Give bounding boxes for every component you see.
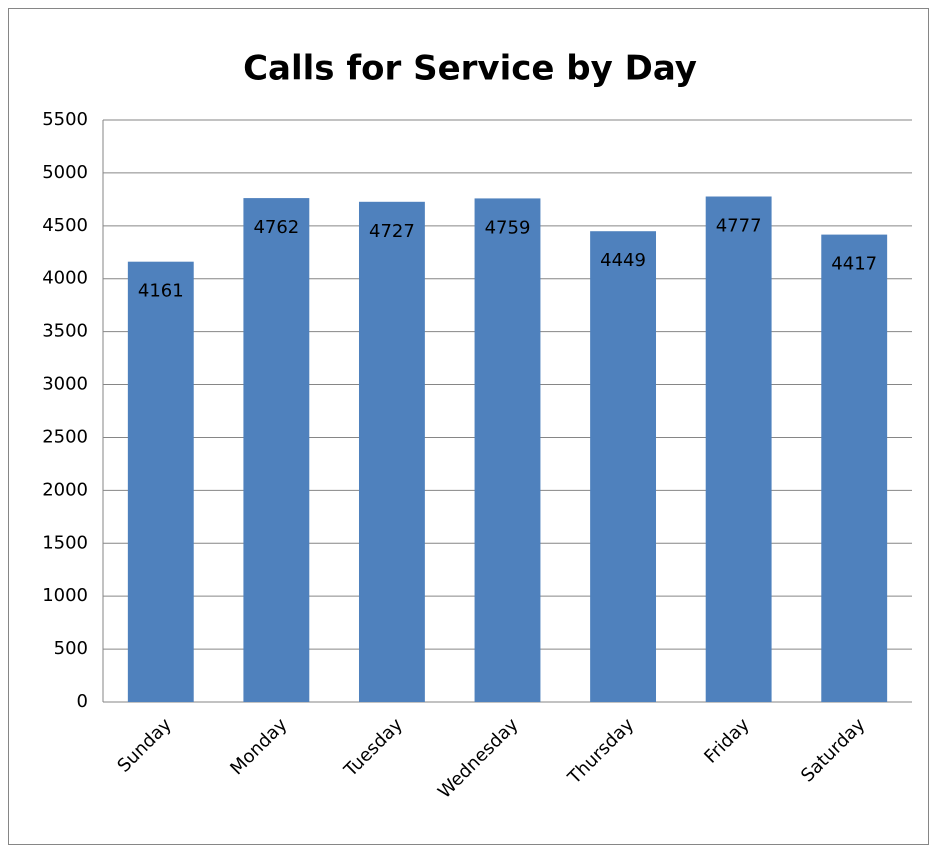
y-tick-label: 1500 (42, 532, 88, 553)
y-tick-label: 5500 (42, 109, 88, 130)
y-tick-label: 1000 (42, 585, 88, 606)
y-tick-label: 3000 (42, 374, 88, 395)
data-label: 4727 (369, 221, 415, 242)
bar (590, 231, 657, 702)
bar (474, 198, 541, 703)
chart-title: Calls for Service by Day (243, 49, 697, 89)
y-tick-label: 2000 (42, 479, 88, 500)
y-tick-label: 5000 (42, 162, 88, 183)
bar (127, 261, 194, 702)
y-tick-label: 0 (77, 691, 88, 712)
data-label: 4759 (485, 217, 531, 238)
y-tick-label: 4000 (42, 268, 88, 289)
bar (243, 198, 310, 702)
y-tick-label: 3500 (42, 321, 88, 342)
data-label: 4762 (253, 217, 299, 238)
data-label: 4777 (716, 216, 762, 237)
y-tick-label: 4500 (42, 215, 88, 236)
data-label: 4161 (138, 281, 184, 302)
y-tick-label: 500 (54, 638, 88, 659)
bar (358, 201, 425, 702)
y-tick-label: 2500 (42, 426, 88, 447)
data-label: 4417 (831, 254, 877, 275)
bar (821, 234, 888, 703)
bar (705, 196, 772, 703)
data-label: 4449 (600, 250, 646, 271)
